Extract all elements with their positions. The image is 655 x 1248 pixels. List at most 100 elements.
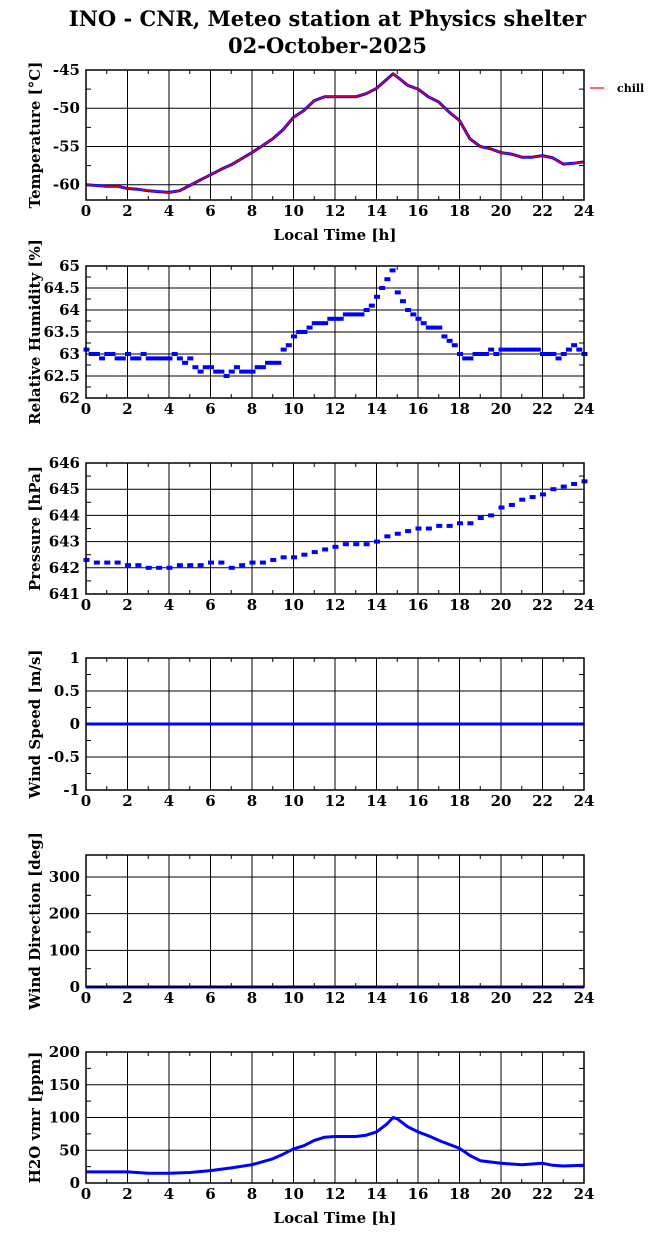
data-point bbox=[337, 316, 344, 321]
data-point bbox=[565, 347, 572, 352]
x-tick-label: 6 bbox=[205, 596, 215, 614]
x-tick-label: 18 bbox=[449, 792, 470, 810]
data-point bbox=[285, 343, 292, 348]
x-tick-label: 14 bbox=[366, 400, 387, 418]
x-tick-label: 24 bbox=[574, 400, 595, 418]
data-point bbox=[420, 321, 427, 326]
data-point bbox=[368, 303, 375, 308]
data-point bbox=[156, 356, 163, 361]
x-tick-label: 22 bbox=[532, 1185, 553, 1203]
data-point bbox=[571, 481, 578, 486]
data-point bbox=[379, 286, 386, 290]
x-tick-label: 8 bbox=[247, 989, 257, 1007]
data-point bbox=[99, 356, 106, 361]
x-tick-label: 6 bbox=[205, 792, 215, 810]
x-tick-label: 16 bbox=[408, 596, 429, 614]
plot-frame bbox=[85, 854, 585, 988]
data-point bbox=[130, 356, 137, 361]
data-point bbox=[322, 321, 329, 326]
data-point bbox=[550, 487, 557, 492]
data-point bbox=[254, 365, 261, 370]
y-tick-label: -45 bbox=[53, 61, 80, 79]
y-tick-label: 62.5 bbox=[43, 367, 80, 385]
x-tick-label: 24 bbox=[574, 989, 595, 1007]
data-point bbox=[145, 565, 152, 570]
x-tick-label: 10 bbox=[283, 989, 304, 1007]
data-point bbox=[353, 312, 360, 317]
data-point bbox=[291, 334, 297, 339]
x-tick-label: 18 bbox=[449, 596, 470, 614]
data-point bbox=[291, 555, 297, 560]
x-tick-label: 2 bbox=[122, 400, 132, 418]
data-point bbox=[301, 552, 308, 557]
data-point bbox=[363, 308, 370, 312]
y-tick-label: 63 bbox=[59, 345, 80, 363]
y-tick-label: 300 bbox=[49, 868, 80, 886]
data-point bbox=[529, 495, 536, 500]
data-point bbox=[503, 347, 510, 352]
data-point bbox=[508, 502, 515, 507]
data-point bbox=[213, 369, 220, 374]
y-axis-label: Wind Direction [deg] bbox=[26, 832, 44, 1011]
data-point bbox=[508, 347, 515, 352]
x-tick-label: 6 bbox=[205, 1185, 215, 1203]
x-tick-label: 12 bbox=[325, 202, 346, 220]
x-tick-label: 22 bbox=[532, 989, 553, 1007]
data-point bbox=[156, 565, 163, 570]
data-point bbox=[467, 356, 474, 361]
data-point bbox=[560, 484, 567, 489]
y-tick-label: 63.5 bbox=[43, 323, 80, 341]
x-tick-label: 18 bbox=[449, 400, 470, 418]
data-point bbox=[104, 560, 111, 565]
x-tick-label: 2 bbox=[122, 202, 132, 220]
x-tick-label: 0 bbox=[81, 202, 91, 220]
y-tick-label: 1 bbox=[70, 649, 80, 667]
data-point bbox=[358, 312, 365, 317]
y-tick-label: 645 bbox=[49, 480, 80, 498]
data-point bbox=[208, 365, 214, 370]
y-tick-label: 0 bbox=[70, 1174, 80, 1192]
x-tick-label: 24 bbox=[574, 202, 595, 220]
data-point bbox=[498, 505, 505, 510]
series-line bbox=[86, 1116, 585, 1175]
y-tick-label: 100 bbox=[49, 941, 80, 959]
x-tick-label: 24 bbox=[574, 792, 595, 810]
x-tick-label: 8 bbox=[247, 202, 257, 220]
x-tick-label: 22 bbox=[532, 400, 553, 418]
data-point bbox=[410, 312, 417, 317]
x-tick-label: 12 bbox=[325, 400, 346, 418]
data-point bbox=[415, 526, 422, 531]
x-tick-label: 12 bbox=[325, 989, 346, 1007]
y-axis-label: Wind Speed [m/s] bbox=[26, 649, 44, 799]
data-point bbox=[374, 539, 380, 544]
x-tick-label: 18 bbox=[449, 989, 470, 1007]
data-point bbox=[114, 560, 121, 565]
x-tick-label: 4 bbox=[164, 1185, 174, 1203]
x-tick-label: 0 bbox=[81, 1185, 91, 1203]
x-tick-label: 22 bbox=[532, 596, 553, 614]
x-tick-label: 20 bbox=[491, 1185, 512, 1203]
data-point bbox=[571, 343, 578, 348]
data-point bbox=[192, 365, 199, 370]
data-point bbox=[161, 356, 168, 361]
y-tick-label: 200 bbox=[49, 905, 80, 923]
data-point bbox=[280, 555, 287, 560]
x-tick-label: 8 bbox=[247, 596, 257, 614]
data-point bbox=[389, 268, 396, 273]
data-point bbox=[436, 523, 443, 528]
x-tick-label: 2 bbox=[122, 792, 132, 810]
y-tick-label: 200 bbox=[49, 1043, 80, 1061]
x-tick-label: 8 bbox=[247, 400, 257, 418]
x-tick-label: 20 bbox=[491, 792, 512, 810]
x-tick-label: 6 bbox=[205, 989, 215, 1007]
plot-frame bbox=[85, 462, 585, 595]
data-point bbox=[488, 347, 495, 352]
y-tick-label: 643 bbox=[49, 533, 80, 551]
data-point bbox=[93, 352, 100, 356]
data-point bbox=[353, 542, 360, 547]
data-point bbox=[332, 316, 339, 321]
data-point bbox=[555, 356, 562, 361]
